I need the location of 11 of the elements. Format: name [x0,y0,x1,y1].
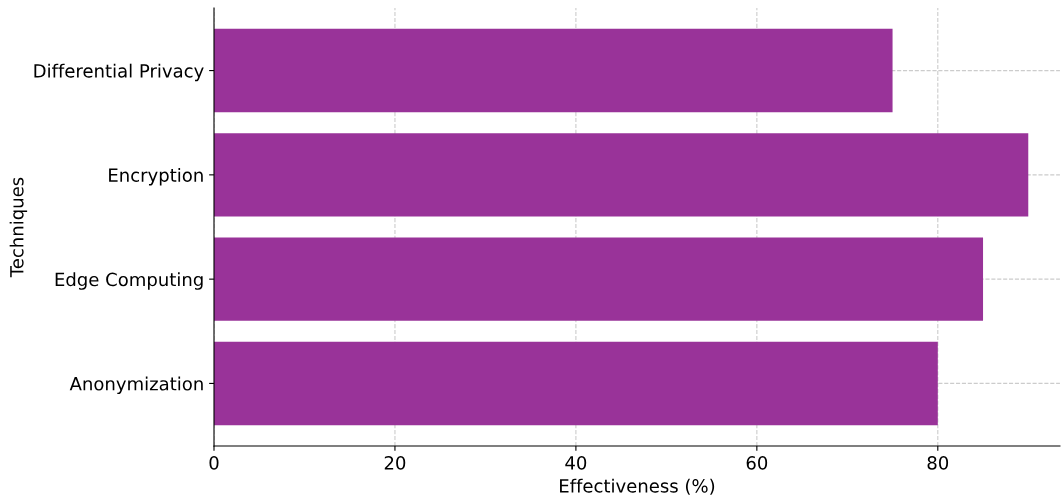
x-tick-label: 80 [927,456,949,470]
y-tick-label: Differential Privacy [34,63,204,82]
x-tick-label: 60 [746,456,768,470]
x-tick-label: 20 [384,456,406,470]
y-tick-label: Anonymization [69,376,203,395]
x-axis-title: Effectiveness (%) [560,478,715,495]
x-tick-label: 0 [209,456,219,470]
y-tick-label: Edge Computing [55,272,203,290]
y-tick-label: Encryption [109,168,203,186]
y-axis-title: Techniques [9,177,28,278]
x-tick-label: 40 [565,456,587,470]
